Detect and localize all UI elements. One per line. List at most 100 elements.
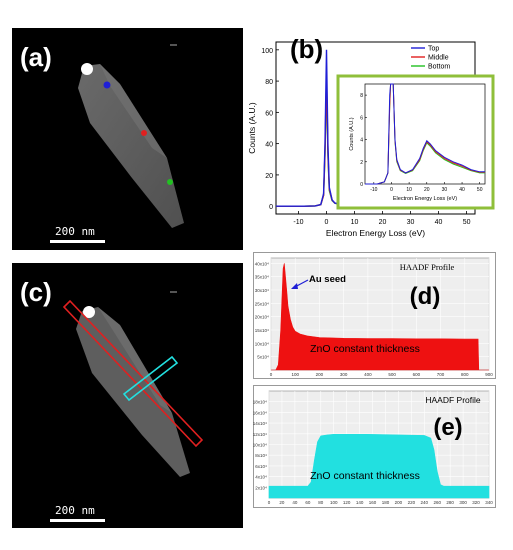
- inset-x-axis-label: Electron Energy Loss (eV): [393, 196, 457, 202]
- x-axis-label: Electron Energy Loss (eV): [326, 228, 425, 238]
- x-tick-label: 40: [435, 219, 443, 226]
- x-tick-label: 0: [324, 219, 328, 226]
- y-tick-label: 14x10⁴: [253, 421, 267, 426]
- panel-d: 5x10⁴ 10x10⁴ 15x10⁴ 20x10⁴ 25x10⁴ 30x10⁴ 35x10…: [253, 252, 496, 379]
- y-tick-label: 20x10⁴: [255, 315, 269, 320]
- x-tick-label: 260: [433, 500, 441, 505]
- y-tick-label: 12x10⁴: [253, 432, 267, 437]
- x-tick-label: -10: [293, 219, 303, 226]
- y-tick-label: 100: [261, 48, 273, 55]
- y-tick-label: 18x10⁴: [253, 400, 267, 405]
- x-tick-label: 160: [369, 500, 377, 505]
- panel-a: (a) 200 nm: [12, 28, 243, 250]
- y-tick-label: 0: [269, 204, 273, 211]
- x-tick-label: 300: [459, 500, 467, 505]
- annotation-zno: ZnO constant thickness: [310, 470, 420, 482]
- x-tick-label: 220: [408, 500, 416, 505]
- profile-title: HAADF Profile: [425, 395, 481, 405]
- y-tick-label: 80: [265, 79, 273, 86]
- profile-title: HAADF Profile: [400, 262, 455, 272]
- y-tick-label: 25x10⁴: [255, 301, 269, 306]
- x-tick-label: 200: [316, 372, 324, 377]
- panel-c-label: (c): [20, 277, 52, 307]
- x-tick-label: 200: [395, 500, 403, 505]
- inset-y-tick-label: 2: [360, 160, 363, 166]
- haadf-profile-e: 2x10⁴ 4x10⁴ 6x10⁴ 8x10⁴ 10x10⁴ 12x10⁴ 14x10⁴ 16…: [253, 385, 496, 508]
- x-tick-label: 80: [318, 500, 324, 505]
- x-tick-label: 800: [461, 372, 469, 377]
- x-tick-label: 30: [407, 219, 415, 226]
- x-tick-label: 100: [330, 500, 338, 505]
- inset-x-tick-label: 30: [442, 187, 448, 193]
- inset-y-tick-label: 0: [360, 182, 363, 188]
- y-tick-label: 30x10⁴: [255, 288, 269, 293]
- inset-y-tick-label: 8: [360, 93, 363, 99]
- panel-e-label: (e): [433, 414, 462, 441]
- inset-x-tick-label: 0: [390, 187, 393, 193]
- inset-plot-frame: [364, 83, 486, 185]
- scale-bar-c: [50, 519, 105, 522]
- inset-x-tick-label: -10: [370, 187, 377, 193]
- x-tick-label: 180: [382, 500, 390, 505]
- profile-line-short: [122, 355, 179, 402]
- x-tick-label: 320: [472, 500, 480, 505]
- haadf-profile-d: 5x10⁴ 10x10⁴ 15x10⁴ 20x10⁴ 25x10⁴ 30x10⁴ 35x10…: [253, 252, 496, 379]
- x-tick-label: 700: [437, 372, 445, 377]
- y-tick-label: 60: [265, 110, 273, 117]
- y-tick-label: 10x10⁴: [255, 341, 269, 346]
- au-seed: [83, 306, 95, 318]
- x-tick-label: 60: [305, 500, 311, 505]
- inset-x-tick-label: 50: [477, 187, 483, 193]
- au-seed: [81, 63, 93, 75]
- inset-x-tick-label: 40: [459, 187, 465, 193]
- x-tick-label: 300: [340, 372, 348, 377]
- legend-entry: Top: [428, 46, 439, 53]
- profile-line-long: [62, 299, 204, 448]
- x-tick-label: 340: [485, 500, 493, 505]
- x-tick-label: 50: [463, 219, 471, 226]
- profile-area: [271, 263, 489, 371]
- x-tick-label: 280: [446, 500, 454, 505]
- scale-bar-a: [50, 240, 105, 243]
- inset-y-tick-label: 6: [360, 115, 363, 121]
- x-tick-label: 400: [364, 372, 372, 377]
- inset-x-tick-label: 20: [424, 187, 430, 193]
- marker-top: [103, 81, 111, 89]
- inset-y-axis-label: Counts (A.U.): [349, 117, 355, 150]
- y-tick-label: 40x10⁴: [255, 261, 269, 266]
- panel-c-image: [62, 291, 204, 477]
- x-tick-label: 500: [388, 372, 396, 377]
- x-tick-label: 10: [351, 219, 359, 226]
- x-tick-label: 0: [268, 500, 271, 505]
- y-tick-label: 40: [265, 142, 273, 149]
- panel-e: 2x10⁴ 4x10⁴ 6x10⁴ 8x10⁴ 10x10⁴ 12x10⁴ 14x10⁴ 16…: [253, 385, 496, 508]
- x-tick-label: 0: [270, 372, 273, 377]
- legend-entry: Middle: [428, 55, 449, 62]
- x-tick-label: 600: [413, 372, 421, 377]
- y-tick-label: 35x10⁴: [255, 275, 269, 280]
- panel-b: 0 20 40 60 80 100 -10 0 10 20 30 40 50 Electron Energ…: [243, 28, 505, 250]
- y-tick-label: 5x10⁴: [257, 355, 269, 360]
- y-tick-label: 10x10⁴: [253, 443, 267, 448]
- panel-a-label: (a): [20, 42, 52, 72]
- y-tick-label: 20: [265, 173, 273, 180]
- x-tick-label: 140: [356, 500, 364, 505]
- y-tick-label: 16x10⁴: [253, 410, 267, 415]
- annotation-zno: ZnO constant thickness: [310, 343, 420, 355]
- inset-frame: [336, 74, 495, 210]
- panel-a-image: [78, 44, 184, 228]
- x-tick-label: 120: [343, 500, 351, 505]
- x-tick-label: 20: [379, 219, 387, 226]
- arrow-head: [291, 283, 298, 289]
- panel-b-label: (b): [290, 34, 324, 64]
- y-tick-label: 8x10⁴: [255, 453, 267, 458]
- y-axis-label: Counts (A.U.): [247, 102, 257, 154]
- x-tick-label: 100: [291, 372, 299, 377]
- x-tick-label: 40: [292, 500, 298, 505]
- panel-c: (c) 200 nm: [12, 263, 243, 528]
- marker-middle: [141, 130, 147, 136]
- nanostructure: [76, 307, 190, 477]
- inset-y-tick-label: 4: [360, 138, 363, 144]
- y-tick-label: 2x10⁴: [255, 485, 267, 490]
